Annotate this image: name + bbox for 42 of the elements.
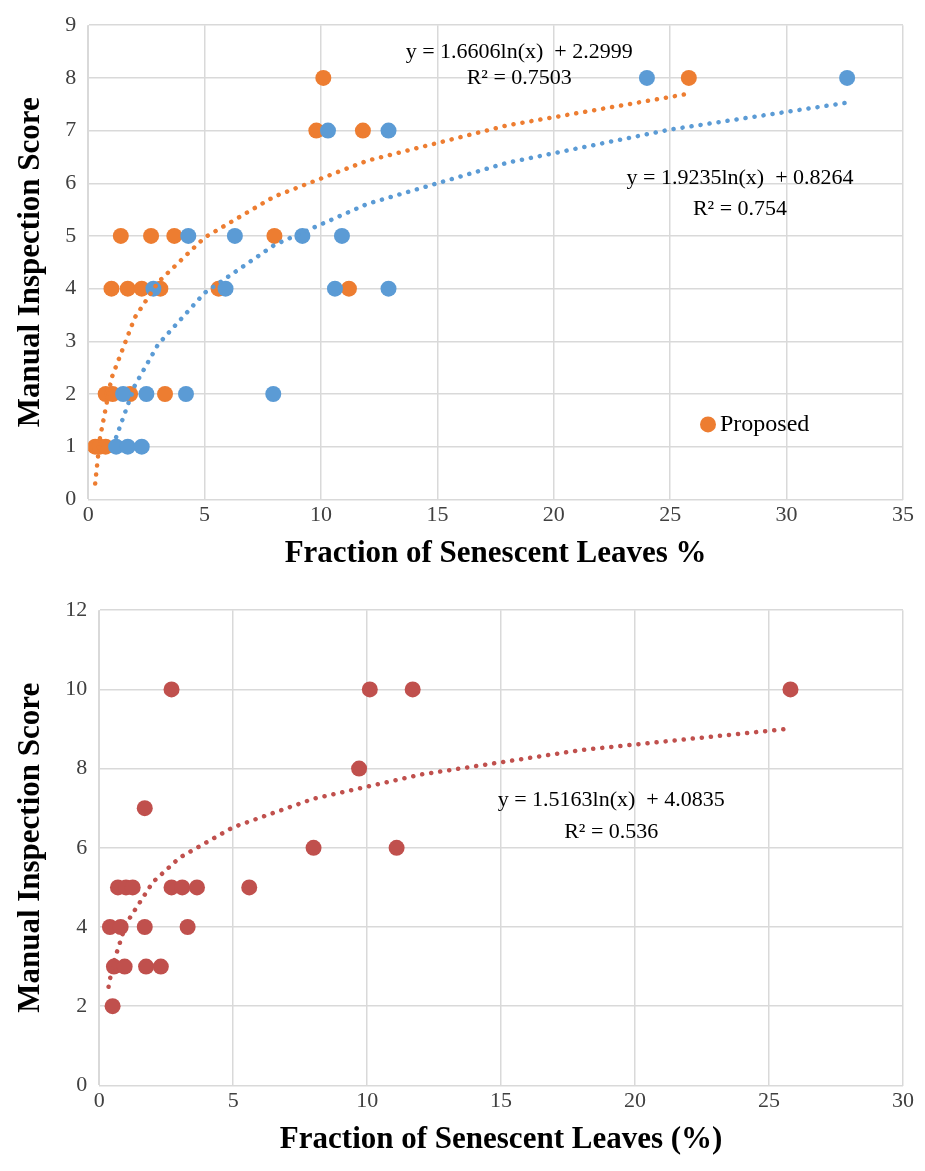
x-tick-label: 25 <box>659 501 682 527</box>
y-axis-title: Manual Inspection Score <box>10 682 46 1013</box>
x-axis-title: Fraction of Senescent Leaves (%) <box>279 1120 723 1156</box>
annotation: R² = 0.536 <box>564 817 659 843</box>
annotation: y = 1.9235ln(x) + 0.8264 <box>626 163 854 189</box>
y-tick-label: 4 <box>65 274 77 300</box>
y-tick-label: 1 <box>65 432 77 458</box>
annotation: y = 1.5163ln(x) + 4.0835 <box>497 786 725 812</box>
x-tick-label: 15 <box>426 501 449 527</box>
y-tick-label: 0 <box>65 485 77 511</box>
x-tick-label: 20 <box>624 1087 647 1113</box>
y-tick-label: 2 <box>65 379 77 405</box>
y-tick-label: 2 <box>76 991 88 1017</box>
y-tick-label: 6 <box>65 169 77 195</box>
x-tick-label: 35 <box>892 501 914 527</box>
x-tick-label: 10 <box>356 1087 379 1113</box>
x-tick-label: 30 <box>775 501 798 527</box>
x-tick-label: 5 <box>227 1087 239 1113</box>
x-tick-label: 0 <box>93 1087 105 1113</box>
x-axis-title: Fraction of Senescent Leaves % <box>284 534 707 570</box>
y-tick-label: 7 <box>65 116 77 142</box>
y-tick-label: 9 <box>65 10 77 36</box>
y-tick-label: 0 <box>76 1071 88 1097</box>
x-tick-label: 30 <box>892 1087 914 1113</box>
x-tick-label: 20 <box>542 501 565 527</box>
y-tick-label: 12 <box>65 595 88 621</box>
y-tick-label: 10 <box>65 675 88 701</box>
y-tick-label: 6 <box>76 833 88 859</box>
y-tick-label: 4 <box>76 912 88 938</box>
annotation: R² = 0.754 <box>692 195 788 221</box>
x-tick-label: 5 <box>199 501 211 527</box>
legend-label: Proposed <box>720 409 810 436</box>
x-tick-label: 25 <box>758 1087 781 1113</box>
x-tick-label: 15 <box>490 1087 513 1113</box>
annotation: y = 1.6606ln(x) + 2.2999 <box>405 37 633 63</box>
y-tick-label: 3 <box>65 327 77 353</box>
y-axis-title: Manual Inspection Score <box>10 97 46 428</box>
x-tick-label: 10 <box>310 501 332 527</box>
y-tick-label: 8 <box>65 63 77 89</box>
y-tick-label: 5 <box>65 221 77 247</box>
y-tick-label: 8 <box>76 754 88 780</box>
annotation: R² = 0.7503 <box>466 63 572 89</box>
